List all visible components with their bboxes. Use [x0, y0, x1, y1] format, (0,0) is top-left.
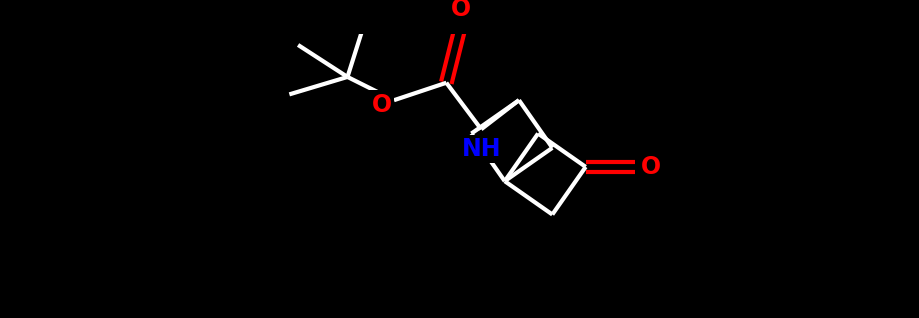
Text: O: O	[371, 93, 391, 117]
Text: O: O	[450, 0, 471, 21]
Text: O: O	[641, 155, 661, 179]
Text: NH: NH	[461, 137, 501, 161]
